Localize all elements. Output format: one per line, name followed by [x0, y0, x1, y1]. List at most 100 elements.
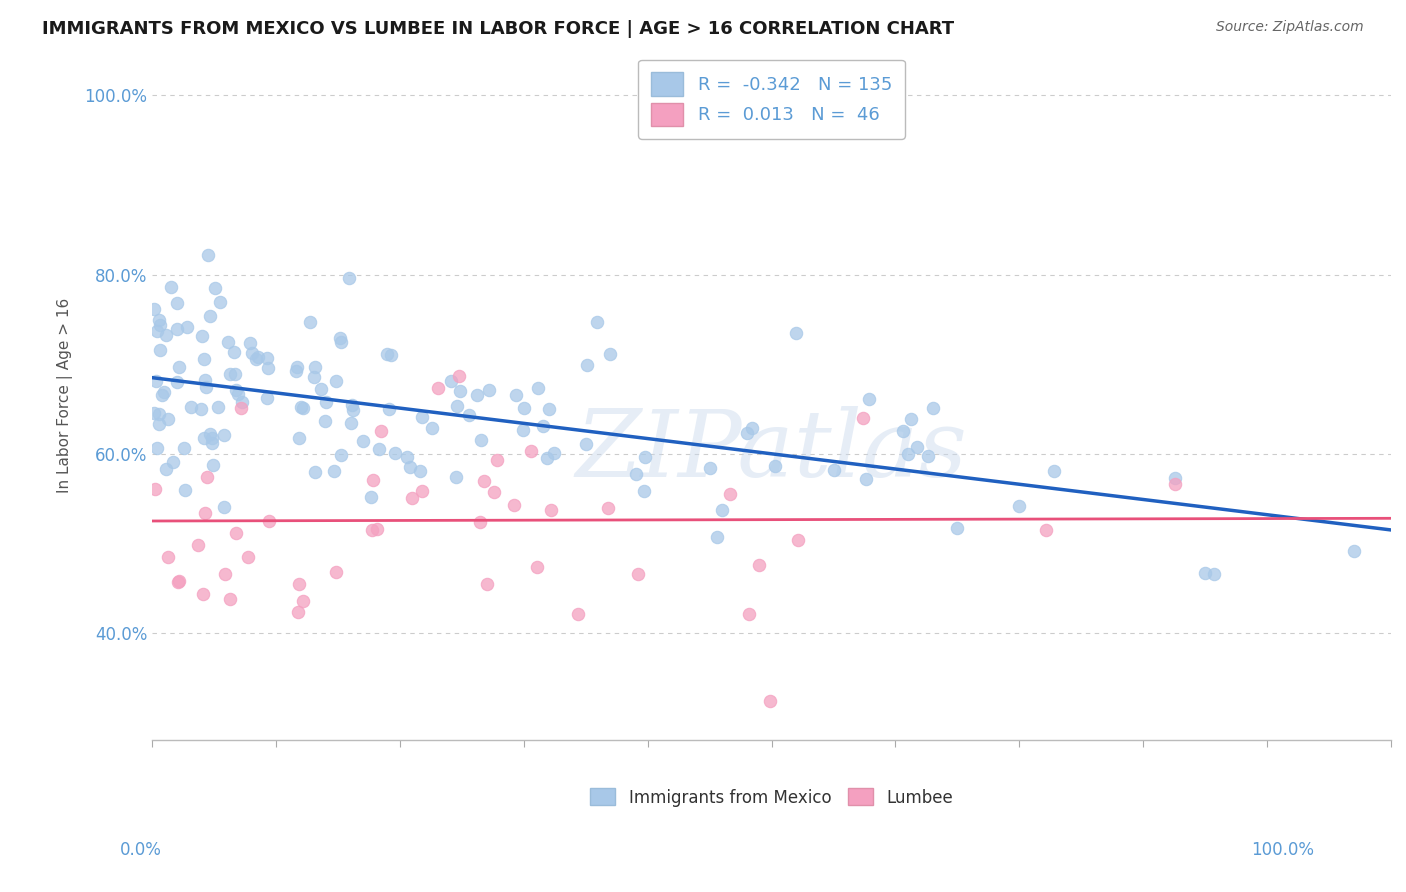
Point: [634, 450, 657, 464]
Point: [190, 401, 212, 416]
Point: [478, 383, 501, 397]
Point: [738, 607, 761, 621]
Point: [449, 384, 471, 398]
Point: [239, 335, 262, 350]
Point: [166, 375, 188, 389]
Point: [1163, 476, 1185, 491]
Point: [150, 388, 173, 402]
Point: [180, 400, 202, 414]
Point: [287, 431, 309, 445]
Point: [145, 324, 167, 338]
Legend: Immigrants from Mexico, Lumbee: Immigrants from Mexico, Lumbee: [582, 780, 962, 815]
Point: [567, 607, 589, 622]
Point: [194, 380, 217, 394]
Point: [194, 506, 217, 520]
Point: [287, 605, 309, 619]
Point: [304, 466, 326, 480]
Y-axis label: In Labor Force | Age > 16: In Labor Force | Age > 16: [58, 298, 73, 493]
Point: [231, 395, 253, 409]
Point: [470, 515, 492, 529]
Point: [855, 472, 877, 486]
Point: [340, 399, 363, 413]
Point: [1008, 499, 1031, 513]
Point: [465, 388, 488, 402]
Point: [298, 315, 321, 329]
Point: [201, 435, 224, 450]
Point: [633, 483, 655, 498]
Point: [375, 347, 398, 361]
Point: [759, 694, 782, 708]
Point: [325, 566, 347, 580]
Point: [204, 281, 226, 295]
Point: [586, 315, 609, 329]
Point: [197, 247, 219, 261]
Point: [599, 347, 621, 361]
Point: [304, 359, 326, 374]
Point: [1202, 567, 1225, 582]
Text: 100.0%: 100.0%: [1251, 840, 1315, 858]
Point: [290, 400, 312, 414]
Point: [160, 280, 183, 294]
Point: [225, 383, 247, 397]
Point: [325, 374, 347, 388]
Point: [214, 567, 236, 582]
Point: [718, 487, 741, 501]
Point: [540, 503, 562, 517]
Point: [741, 421, 763, 435]
Point: [627, 567, 650, 582]
Point: [167, 574, 190, 588]
Point: [339, 416, 361, 430]
Point: [699, 461, 721, 475]
Point: [897, 447, 920, 461]
Point: [368, 442, 391, 456]
Point: [900, 412, 922, 426]
Point: [201, 458, 224, 473]
Point: [823, 463, 845, 477]
Point: [330, 449, 353, 463]
Point: [624, 467, 647, 481]
Point: [166, 295, 188, 310]
Point: [537, 401, 560, 416]
Point: [225, 525, 247, 540]
Point: [322, 464, 344, 478]
Point: [787, 533, 810, 547]
Point: [575, 358, 598, 372]
Text: Source: ZipAtlas.com: Source: ZipAtlas.com: [1216, 20, 1364, 34]
Point: [145, 442, 167, 456]
Point: [446, 399, 468, 413]
Point: [330, 334, 353, 349]
Point: [191, 329, 214, 343]
Point: [408, 464, 430, 478]
Point: [288, 577, 311, 591]
Point: [475, 576, 498, 591]
Point: [380, 348, 402, 362]
Point: [219, 367, 242, 381]
Point: [224, 367, 246, 381]
Point: [197, 470, 219, 484]
Point: [852, 410, 875, 425]
Point: [167, 575, 190, 590]
Point: [291, 594, 314, 608]
Point: [917, 449, 939, 463]
Point: [222, 344, 245, 359]
Point: [513, 401, 536, 416]
Point: [143, 301, 166, 316]
Point: [763, 459, 786, 474]
Point: [193, 431, 215, 445]
Point: [470, 433, 492, 447]
Text: IMMIGRANTS FROM MEXICO VS LUMBEE IN LABOR FORCE | AGE > 16 CORRELATION CHART: IMMIGRANTS FROM MEXICO VS LUMBEE IN LABO…: [42, 20, 955, 37]
Point: [440, 374, 463, 388]
Point: [520, 444, 543, 458]
Point: [399, 459, 422, 474]
Point: [207, 400, 229, 414]
Point: [173, 441, 195, 455]
Point: [1343, 544, 1365, 558]
Point: [1194, 566, 1216, 580]
Point: [285, 364, 308, 378]
Point: [212, 428, 235, 442]
Point: [219, 591, 242, 606]
Point: [905, 441, 928, 455]
Point: [143, 483, 166, 497]
Point: [156, 550, 179, 565]
Point: [329, 331, 352, 345]
